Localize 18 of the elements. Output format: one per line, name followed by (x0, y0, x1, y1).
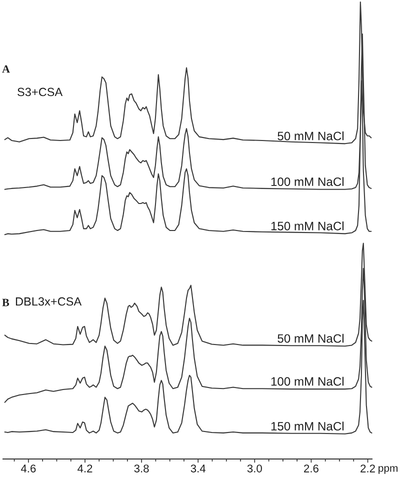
x-tick-label: 2.2 (360, 464, 375, 472)
series-label: 100 mM NaCl (271, 177, 344, 186)
annotation: S3+CSA (18, 88, 63, 96)
annotation: DBL3x+CSA (16, 297, 82, 306)
x-tick-label: 3.0 (247, 464, 262, 472)
x-tick-label: 3.8 (134, 464, 149, 472)
x-tick-label: 4.6 (20, 464, 36, 472)
series-label: 150 mM NaCl (271, 422, 344, 430)
x-tick-label: 2.6 (304, 464, 318, 472)
x-axis-title: ppm (378, 466, 398, 474)
series-label: 50 mM NaCl (278, 334, 344, 343)
annotation: A (2, 65, 10, 73)
annotation: B (2, 298, 10, 306)
series-label: 50 mM NaCl (278, 131, 344, 140)
x-tick-label: 3.4 (190, 464, 206, 472)
x-tick-label: 4.2 (78, 464, 92, 472)
series-label: 100 mM NaCl (271, 376, 344, 386)
series-label: 150 mM NaCl (271, 221, 344, 230)
